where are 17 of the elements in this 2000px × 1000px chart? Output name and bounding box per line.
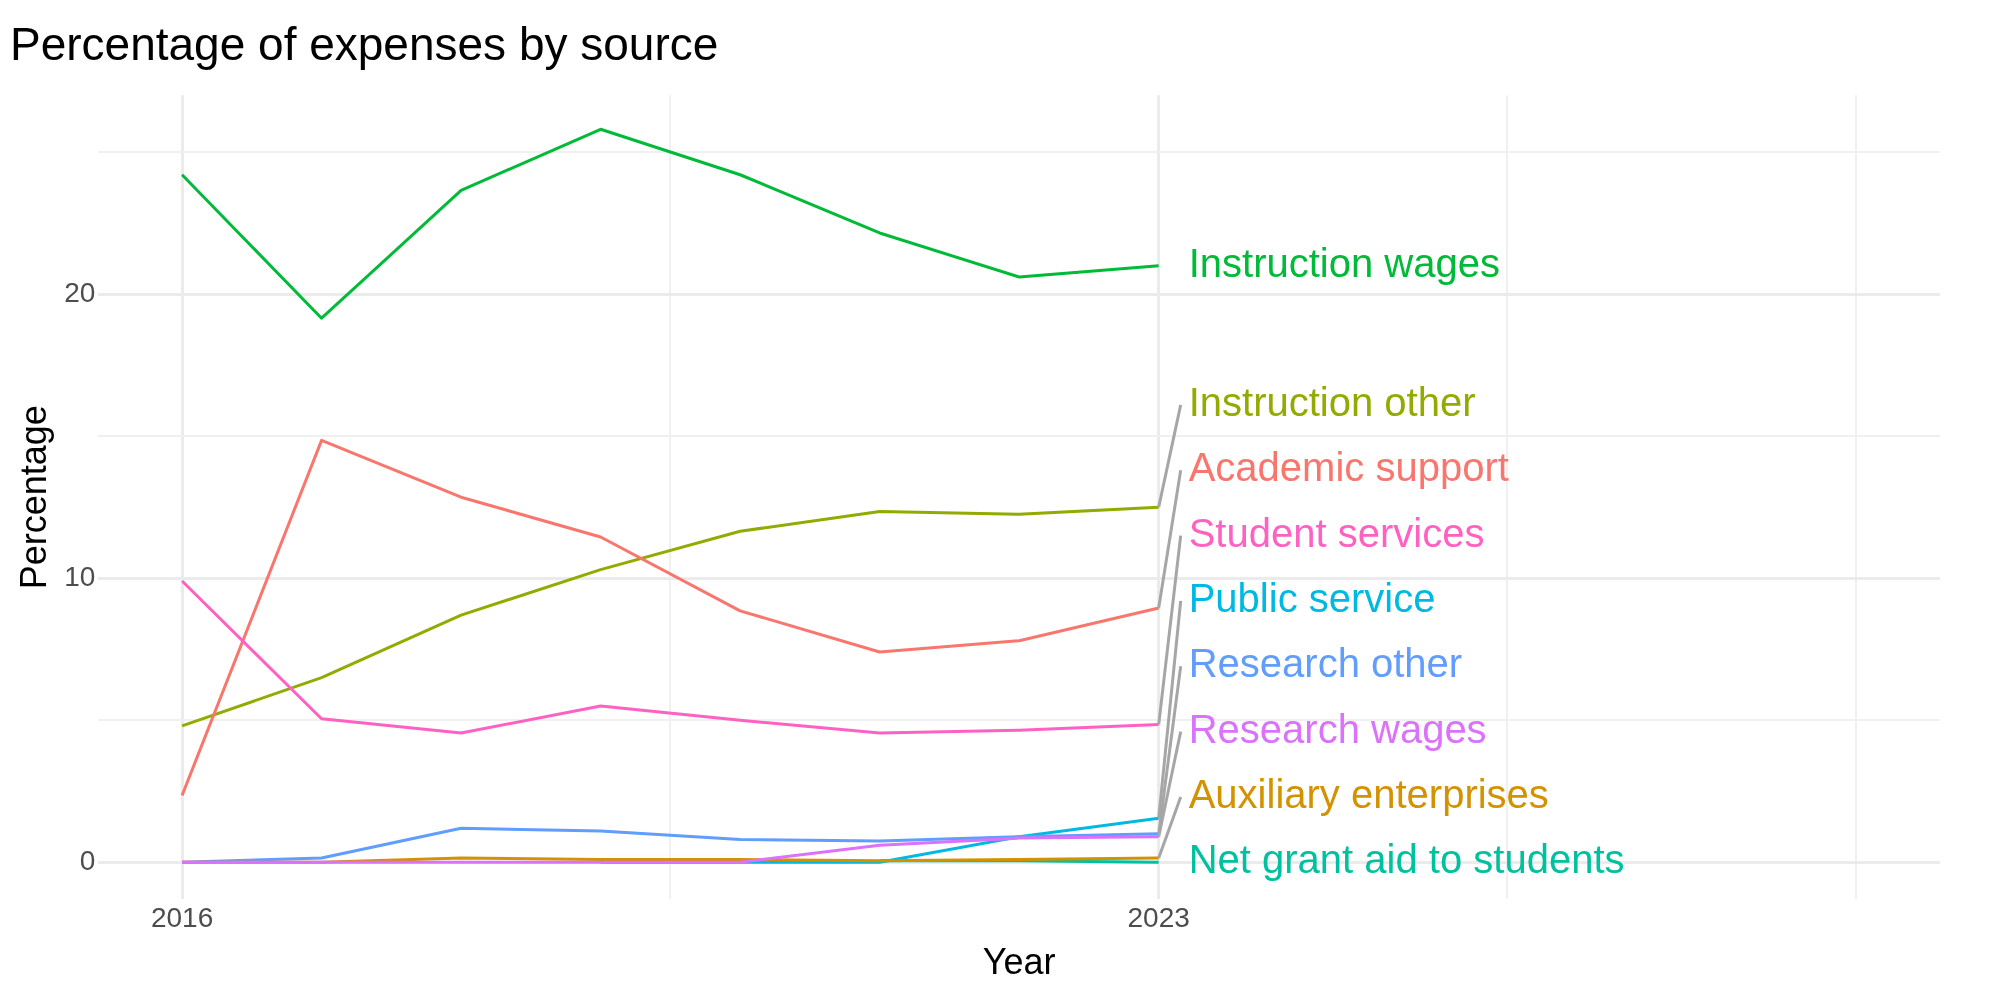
text: Academic support — [1188, 445, 1509, 490]
text: Student services — [1188, 510, 1485, 555]
y-tick-label: 20 — [64, 276, 96, 308]
text: Research other — [1188, 641, 1463, 686]
y-axis-title: Percentage — [12, 405, 54, 590]
text: Instruction other — [1188, 379, 1476, 424]
text: Public service — [1188, 575, 1436, 620]
x-tick-label: 2023 — [1127, 901, 1190, 933]
series-label: Instruction wages — [1188, 240, 1500, 285]
y-tick-label: 10 — [64, 560, 96, 592]
chart-title: Percentage of expenses by source — [10, 18, 719, 71]
series-label: Auxiliary enterprises — [1188, 771, 1549, 816]
text: Research wages — [1188, 706, 1487, 751]
x-tick-label: 2016 — [150, 901, 214, 933]
y-tick-label: 0 — [79, 844, 96, 876]
x-axis-title: Year — [982, 941, 1056, 983]
series-label: Net grant aid to students — [1188, 837, 1625, 882]
